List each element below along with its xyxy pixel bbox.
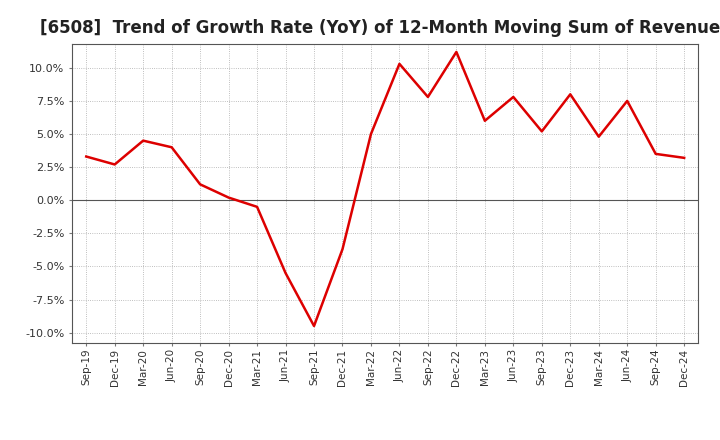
Title: [6508]  Trend of Growth Rate (YoY) of 12-Month Moving Sum of Revenues: [6508] Trend of Growth Rate (YoY) of 12-… bbox=[40, 19, 720, 37]
